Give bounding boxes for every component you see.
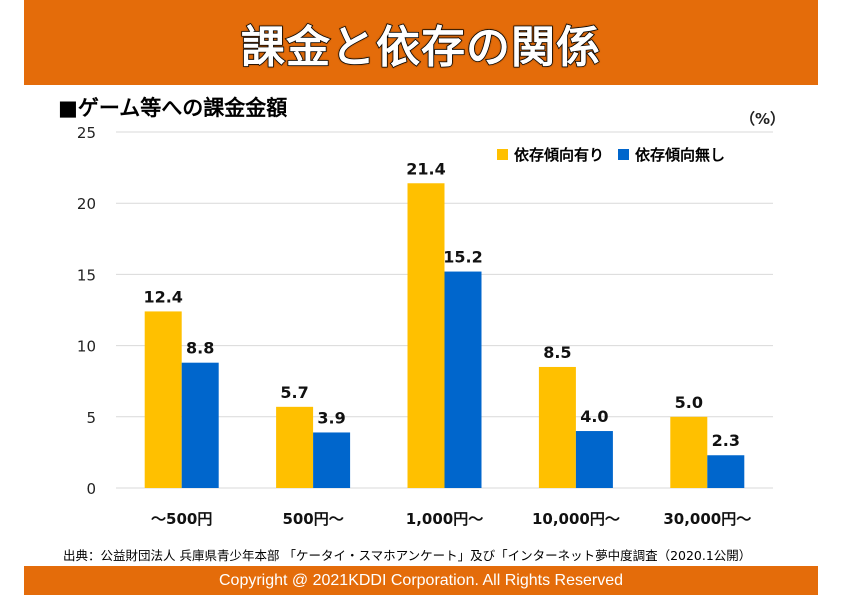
- bar-yes: [276, 406, 314, 488]
- y-tick-label: 15: [77, 266, 96, 284]
- bar-no: [575, 431, 613, 488]
- source-note: 出典：公益財団法人 兵庫県青少年本部 「ケータイ・スマホアンケート」及び「インタ…: [63, 548, 752, 563]
- legend-label-yes: 依存傾向有り: [514, 146, 605, 164]
- legend-swatch-no: [618, 149, 630, 160]
- x-tick-label: 30,000円～: [663, 510, 751, 528]
- data-label: 12.4: [143, 287, 182, 306]
- unit-label: （%）: [740, 110, 786, 128]
- x-tick-label: ～500円: [151, 510, 212, 528]
- bar-no: [313, 432, 351, 488]
- data-label: 21.4: [406, 159, 445, 178]
- data-label: 4.0: [580, 407, 608, 426]
- bar-no: [444, 271, 482, 488]
- chart-legend: 依存傾向有り 依存傾向無し: [497, 144, 733, 165]
- y-tick-label: 20: [77, 195, 96, 213]
- footer-bar: Copyright @ 2021KDDI Corporation. All Ri…: [24, 566, 818, 595]
- x-tick-label: 1,000円～: [406, 510, 483, 528]
- legend-swatch-yes: [497, 149, 508, 160]
- x-tick-label: 10,000円～: [532, 510, 620, 528]
- bar-yes: [670, 416, 708, 488]
- bar-no: [181, 362, 219, 488]
- chart-subtitle: ■ゲーム等への課金金額: [58, 96, 288, 120]
- data-label: 15.2: [443, 248, 482, 267]
- data-label: 8.5: [543, 343, 571, 362]
- data-label: 5.0: [675, 393, 703, 412]
- bar-yes: [407, 183, 445, 488]
- y-tick-label: 10: [77, 338, 96, 356]
- y-tick-label: 5: [86, 409, 96, 427]
- legend-item-yes: 依存傾向有り: [497, 144, 604, 165]
- bar-yes: [538, 366, 576, 488]
- y-tick-label: 0: [86, 480, 96, 498]
- copyright-text: Copyright @ 2021KDDI Corporation. All Ri…: [219, 571, 623, 589]
- y-tick-label: 25: [77, 124, 96, 142]
- data-label: 2.3: [712, 431, 740, 450]
- data-label: 5.7: [280, 383, 308, 402]
- legend-item-no: 依存傾向無し: [618, 144, 725, 165]
- legend-label-no: 依存傾向無し: [635, 146, 726, 164]
- bar-no: [707, 455, 745, 488]
- page-title: 課金と依存の関係: [240, 21, 601, 74]
- x-tick-label: 500円～: [282, 510, 343, 528]
- data-label: 3.9: [317, 408, 345, 427]
- data-label: 8.8: [186, 339, 214, 358]
- bar-yes: [144, 311, 182, 488]
- title-banner: 課金と依存の関係: [24, 0, 818, 85]
